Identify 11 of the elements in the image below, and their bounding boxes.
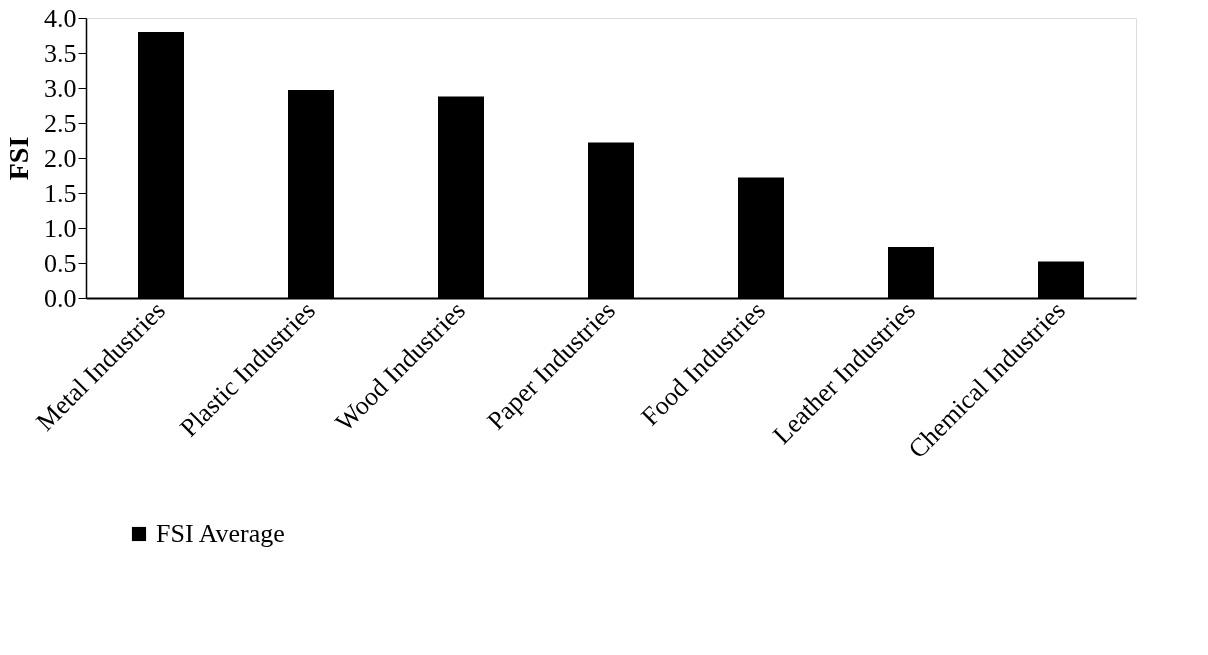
y-tick-label: 4.0 xyxy=(44,3,77,33)
y-tick-label: 1.0 xyxy=(44,213,77,243)
y-tick-label: 1.5 xyxy=(44,178,77,208)
y-tick-label: 3.5 xyxy=(44,38,77,68)
y-tick-label: 2.0 xyxy=(44,143,77,173)
y-axis-title: FSI xyxy=(3,136,34,181)
y-tick-label: 0.5 xyxy=(44,248,77,278)
y-tick-label: 0.0 xyxy=(44,283,77,313)
legend-label: FSI Average xyxy=(156,519,285,548)
y-tick-label: 2.5 xyxy=(44,108,77,138)
y-tick-label: 3.0 xyxy=(44,73,77,103)
